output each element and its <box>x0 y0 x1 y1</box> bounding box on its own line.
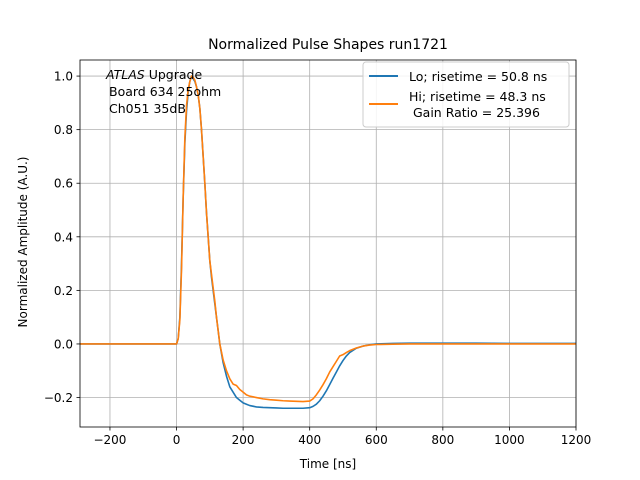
svg-text:ATLAS Upgrade: ATLAS Upgrade <box>105 67 202 82</box>
x-tick-label: 1200 <box>561 433 592 447</box>
y-tick-label: 0.8 <box>54 123 73 137</box>
chart-title: Normalized Pulse Shapes run1721 <box>208 37 448 53</box>
y-tick-label: 0.4 <box>54 230 73 244</box>
annotation-atlas: ATLAS <box>105 67 145 82</box>
x-tick-label: 0 <box>173 433 181 447</box>
y-tick-label: 0.2 <box>54 284 73 298</box>
x-tick-label: 600 <box>365 433 388 447</box>
x-tick-label: 400 <box>298 433 321 447</box>
annotation-upgrade: Upgrade <box>145 67 203 82</box>
ticks: −200 0 200 400 600 800 1000 1200 −0.2 0.0 0.2 0.4 0.… <box>44 70 591 447</box>
series-line-hi <box>80 75 576 403</box>
annotation: ATLAS Upgrade Board 634 25ohm Ch051 35dB <box>105 67 221 116</box>
x-tick-label: 800 <box>431 433 454 447</box>
y-axis-label: Normalized Amplitude (A.U.) <box>16 157 30 328</box>
y-tick-label: 1.0 <box>54 70 73 84</box>
x-axis-label: Time [ns] <box>299 457 356 471</box>
legend-label-hi: Hi; risetime = 48.3 ns Gain Ratio = 25.3… <box>409 89 546 120</box>
legend: Lo; risetime = 50.8 ns Hi; risetime = 48… <box>362 61 570 128</box>
plot-area <box>80 75 576 410</box>
y-tick-label: 0.0 <box>54 337 73 351</box>
x-tick-label: −200 <box>93 433 126 447</box>
annotation-board: Board 634 25ohm <box>109 84 221 99</box>
y-tick-label: 0.6 <box>54 177 73 191</box>
annotation-channel: Ch051 35dB <box>109 101 186 116</box>
legend-box <box>362 61 570 128</box>
x-tick-label: 1000 <box>494 433 525 447</box>
axes-frame <box>79 59 577 428</box>
legend-label-lo: Lo; risetime = 50.8 ns <box>409 69 547 84</box>
y-tick-label: −0.2 <box>44 391 73 405</box>
x-tick-label: 200 <box>232 433 255 447</box>
